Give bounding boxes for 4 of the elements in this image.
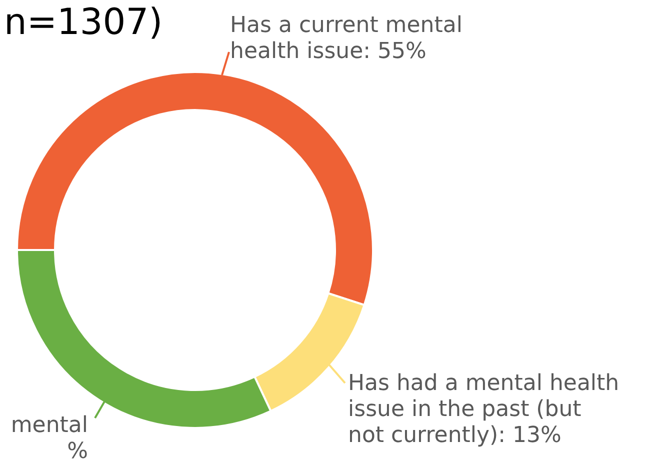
chart-title: n=1307) [4, 2, 163, 43]
slice-label: Has had a mental health issue in the past (but not currently): 13% [348, 371, 620, 448]
slice-label: Has a current mental health issue: 55% [230, 13, 462, 64]
slice-label: mental % [10, 413, 88, 462]
